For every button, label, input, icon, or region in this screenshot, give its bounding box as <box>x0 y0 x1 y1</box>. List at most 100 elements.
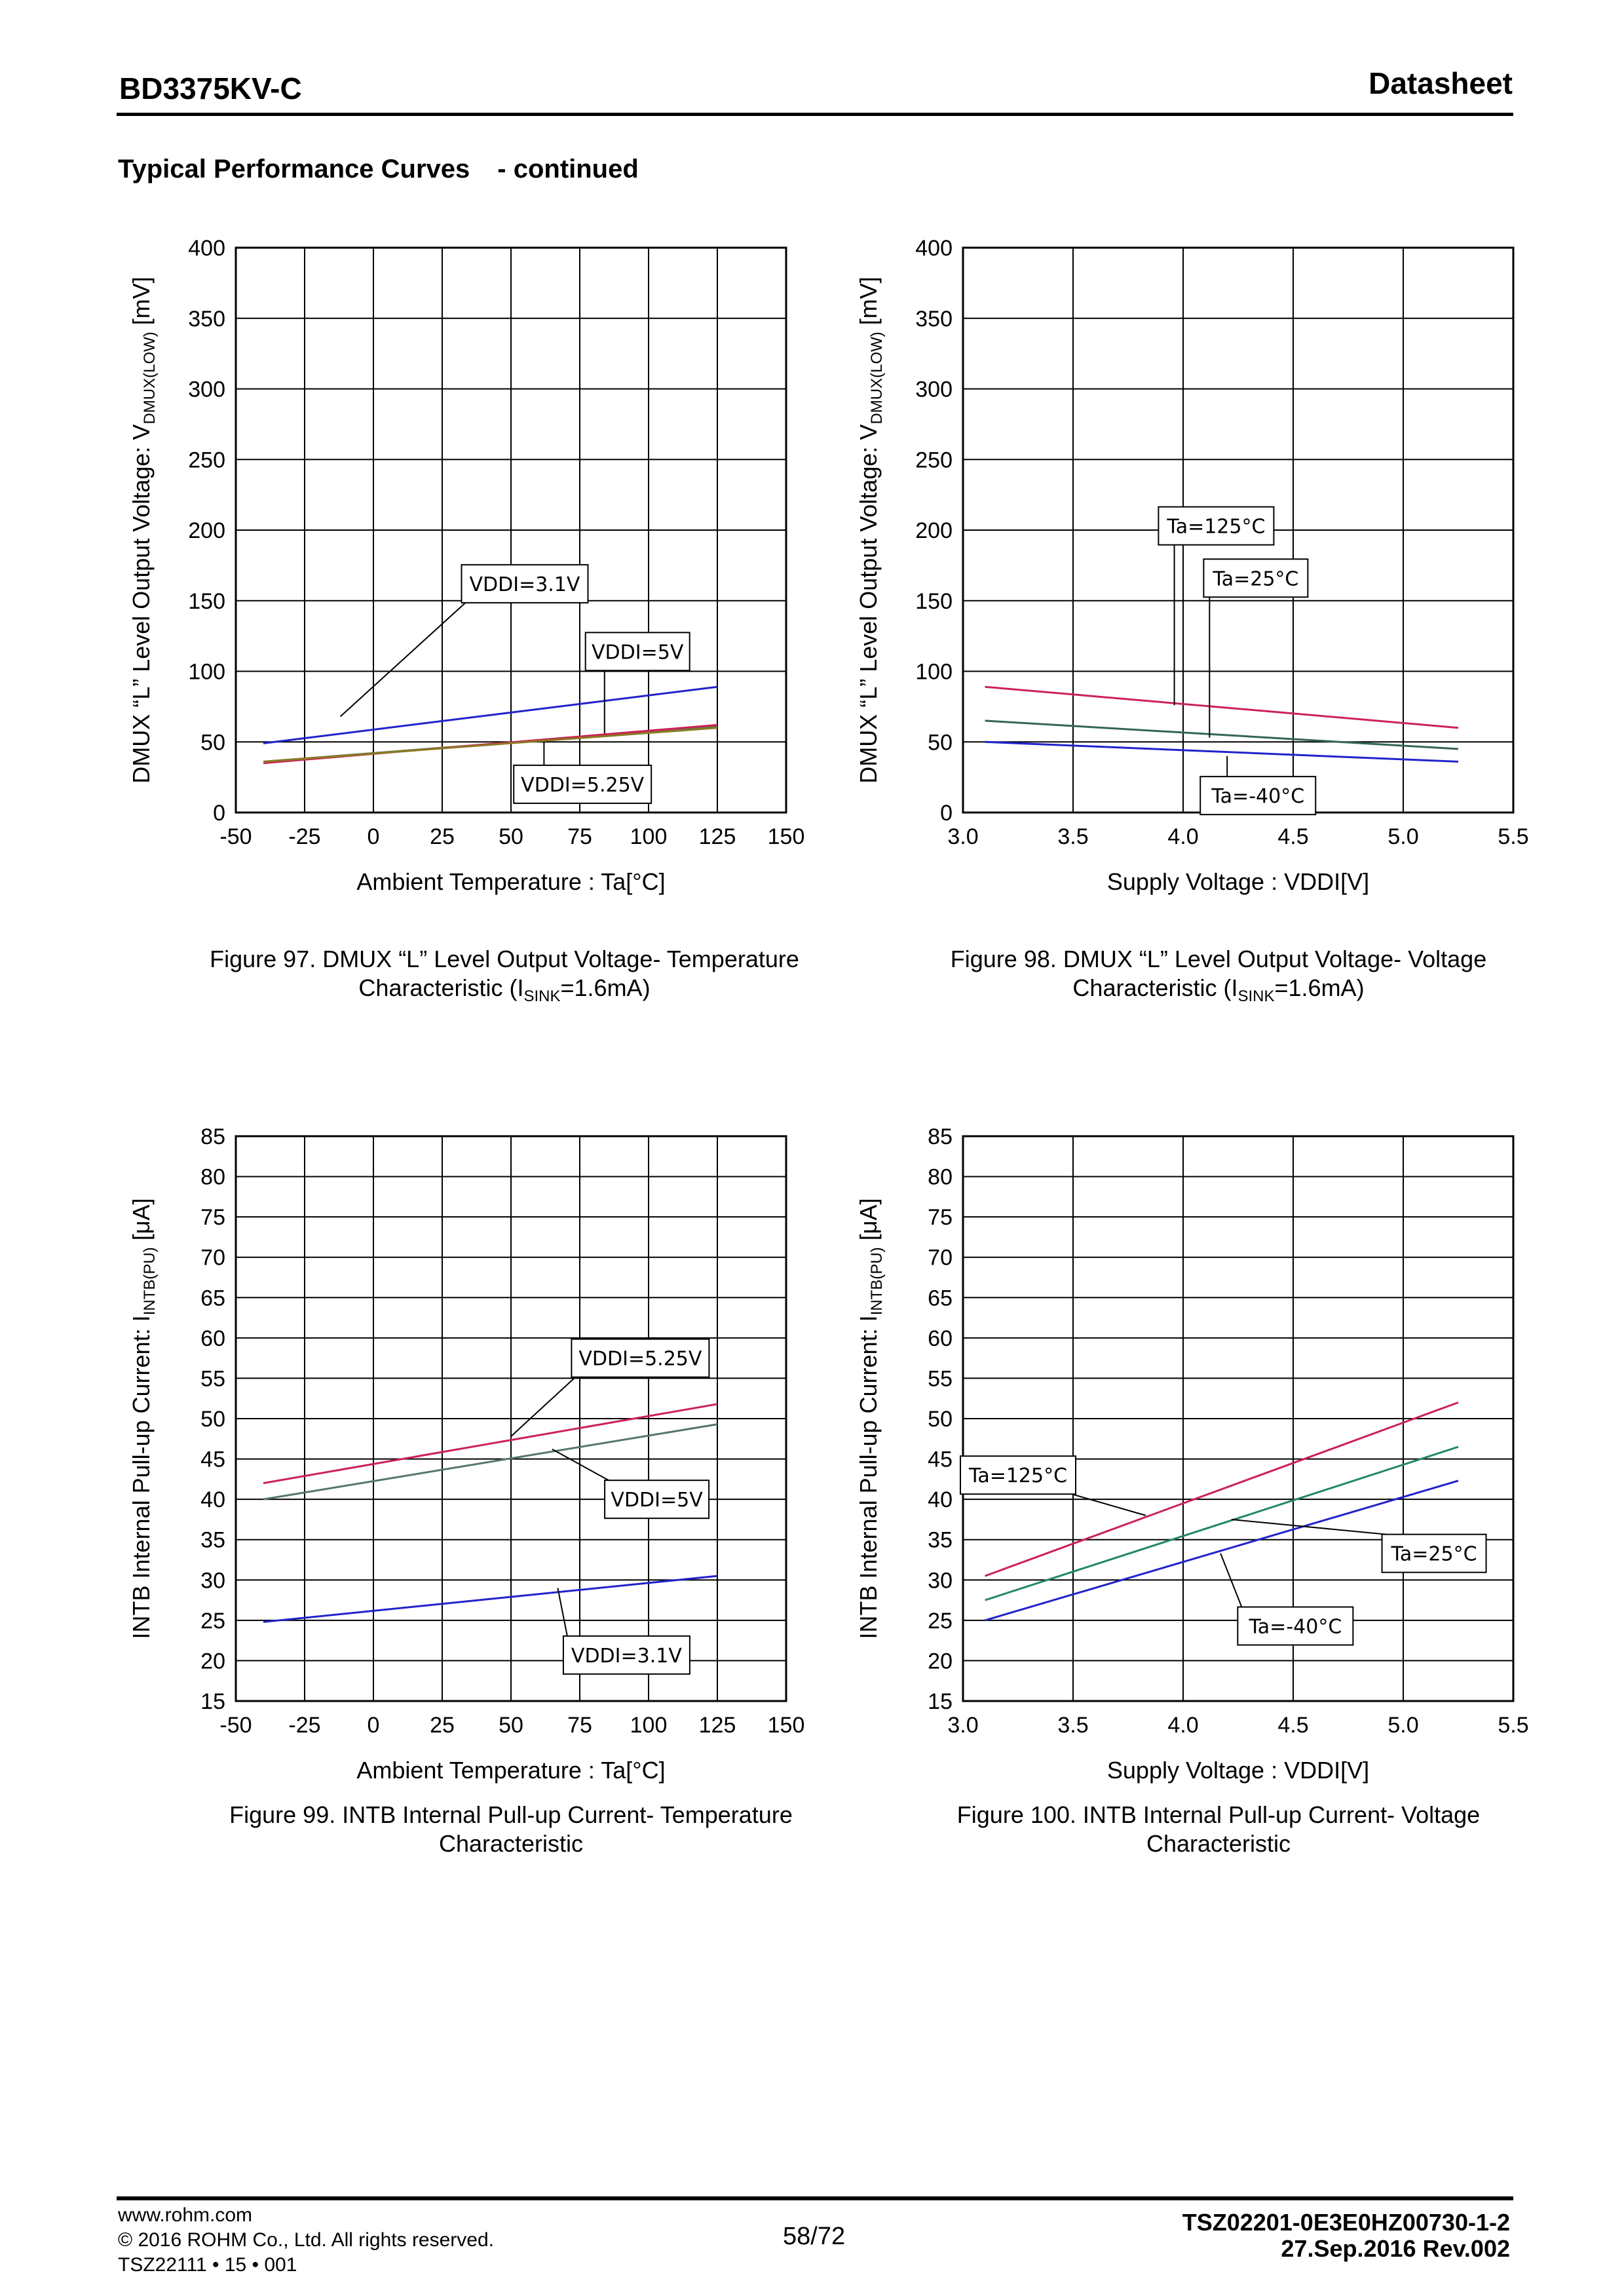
y-tick-label: 200 <box>915 518 953 543</box>
footer-doc-number: TSZ02201-0E3E0HZ00730-1-2 <box>1182 2209 1510 2236</box>
callout-label: Ta=25°C <box>1391 1543 1477 1566</box>
caption-line2-pre: Characteristic (I <box>358 974 524 1001</box>
y-tick-label: 80 <box>200 1165 225 1190</box>
y-tick-label: 30 <box>200 1568 225 1593</box>
x-tick-label: 25 <box>430 824 455 849</box>
footer-left: www.rohm.com © 2016 ROHM Co., Ltd. All r… <box>118 2203 494 2278</box>
y-tick-label: 400 <box>915 236 953 261</box>
chart-fig99: -50 -25 0 25 50 75 100 125 150 15 20 25 30 35 40 45 50 55… <box>128 1124 804 1784</box>
y-axis-label-main: DMUX “L” Level Output Voltage: V <box>128 425 155 784</box>
series-line-vddi-5v <box>263 1423 718 1501</box>
y-axis-label-main: INTB Internal Pull-up Current: I <box>128 1315 155 1639</box>
caption-line2: Characteristic (ISINK=1.6mA) <box>144 974 865 1011</box>
y-tick-label: 85 <box>200 1124 225 1149</box>
caption-sub: SINK <box>523 987 561 1006</box>
callout-leader-line <box>1071 1493 1146 1516</box>
y-tick-label: 35 <box>928 1528 953 1553</box>
callout-leader-line <box>339 602 466 718</box>
caption-line1: Figure 97. DMUX “L” Level Output Voltage… <box>210 946 799 972</box>
y-tick-label: 300 <box>188 377 225 402</box>
caption-line1: Figure 99. INTB Internal Pull-up Current… <box>229 1801 793 1828</box>
x-tick-label: 3.0 <box>947 1713 978 1738</box>
x-tick-label: 4.0 <box>1167 824 1198 849</box>
y-axis-label: INTB Internal Pull-up Current: IINTB(PU)… <box>855 1198 886 1639</box>
y-axis-label-main: INTB Internal Pull-up Current: I <box>855 1315 882 1639</box>
y-tick-label: 60 <box>200 1326 225 1351</box>
callout-label: Ta=25°C <box>1212 567 1298 590</box>
section-title-suffix: - continued <box>497 155 639 183</box>
callout-label: Ta=-40°C <box>1248 1615 1342 1638</box>
x-tick-label: 75 <box>567 824 592 849</box>
y-tick-label: 100 <box>188 660 225 685</box>
x-tick-label: 125 <box>699 824 736 849</box>
y-axis-label-subscript: INTB(PU) <box>868 1247 886 1315</box>
page-number: 58/72 <box>783 2223 846 2250</box>
x-tick-label: -50 <box>219 824 252 849</box>
y-axis-label-unit: [μA] <box>855 1198 882 1248</box>
callout-label: VDDI=3.1V <box>470 573 580 596</box>
y-tick-label: 75 <box>928 1205 953 1230</box>
y-tick-label: 400 <box>188 236 225 261</box>
section-title: Typical Performance Curves - continued <box>118 155 639 184</box>
y-tick-label: 0 <box>213 801 225 826</box>
x-tick-label: 50 <box>499 1713 523 1738</box>
x-tick-label: 0 <box>368 824 380 849</box>
y-tick-label: 200 <box>188 518 225 543</box>
x-tick-label: 3.5 <box>1057 1713 1088 1738</box>
x-tick-label: 3.5 <box>1057 824 1088 849</box>
y-tick-label: 55 <box>928 1366 953 1391</box>
callout-box <box>513 764 652 804</box>
footer-date-rev: 27.Sep.2016 Rev.002 <box>1281 2235 1510 2262</box>
callout-leader-line <box>1231 1518 1386 1535</box>
x-axis-label: Ambient Temperature : Ta[°C] <box>356 868 665 895</box>
y-tick-label: 70 <box>928 1246 953 1271</box>
y-tick-label: 65 <box>928 1286 953 1311</box>
y-axis-label-subscript: INTB(PU) <box>141 1247 159 1315</box>
y-tick-label: 75 <box>200 1205 225 1230</box>
caption-line2-post: =1.6mA) <box>560 974 651 1001</box>
y-tick-label: 350 <box>188 307 225 332</box>
y-axis-label: DMUX “L” Level Output Voltage: VDMUX(LOW… <box>855 277 886 784</box>
y-axis-label-main: DMUX “L” Level Output Voltage: V <box>855 425 882 784</box>
plot-frame <box>235 246 787 814</box>
series-line-ta-40-c <box>985 1480 1459 1622</box>
x-tick-label: -25 <box>288 824 320 849</box>
footer-rule <box>117 2196 1513 2200</box>
x-axis-label: Ambient Temperature : Ta[°C] <box>356 1757 665 1784</box>
y-tick-label: 60 <box>928 1326 953 1351</box>
callout-box <box>584 632 690 672</box>
series-line-unlabeled <box>263 727 718 763</box>
caption-line2: Characteristic (ISINK=1.6mA) <box>871 974 1566 1011</box>
x-tick-label: 5.0 <box>1388 1713 1418 1738</box>
header-rule <box>117 113 1513 116</box>
x-tick-label: 4.5 <box>1277 1713 1308 1738</box>
callout-label: VDDI=3.1V <box>571 1645 682 1668</box>
x-tick-label: 150 <box>768 824 805 849</box>
y-tick-label: 80 <box>928 1165 953 1190</box>
callout-box <box>1203 558 1309 598</box>
document-id: BD3375KV-C <box>119 71 302 105</box>
caption-fig97: Figure 97. DMUX “L” Level Output Voltage… <box>144 945 865 1011</box>
y-axis-label-subscript: DMUX(LOW) <box>868 332 886 424</box>
chart-fig98: 3.0 3.5 4.0 4.5 5.0 5.5 0 50 100 150 200 250 300 350 4… <box>855 236 1529 895</box>
callout-label: VDDI=5.25V <box>521 774 645 797</box>
callout-leader-line <box>1220 1553 1243 1607</box>
series-line-ta-125-c <box>985 685 1459 729</box>
series-line-ta-40-c <box>985 740 1459 763</box>
callout-box <box>1158 506 1275 546</box>
x-tick-label: 4.5 <box>1277 824 1308 849</box>
caption-line2-pre: Characteristic (I <box>1072 974 1238 1001</box>
y-tick-label: 15 <box>928 1689 953 1714</box>
y-tick-label: 55 <box>200 1366 225 1391</box>
series-line-ta-25-c <box>985 1445 1459 1601</box>
callout-label: VDDI=5V <box>611 1489 703 1512</box>
y-tick-label: 300 <box>915 377 953 402</box>
x-tick-label: -25 <box>288 1713 320 1738</box>
y-tick-label: 350 <box>915 307 953 332</box>
y-axis-label-unit: [μA] <box>128 1198 155 1248</box>
footer-url[interactable]: www.rohm.com <box>118 2204 253 2226</box>
footer-right: TSZ02201-0E3E0HZ00730-1-2 27.Sep.2016 Re… <box>1182 2210 1510 2262</box>
caption-line1: Figure 100. INTB Internal Pull-up Curren… <box>956 1801 1481 1828</box>
y-tick-label: 35 <box>200 1528 225 1553</box>
y-tick-label: 70 <box>200 1246 225 1271</box>
